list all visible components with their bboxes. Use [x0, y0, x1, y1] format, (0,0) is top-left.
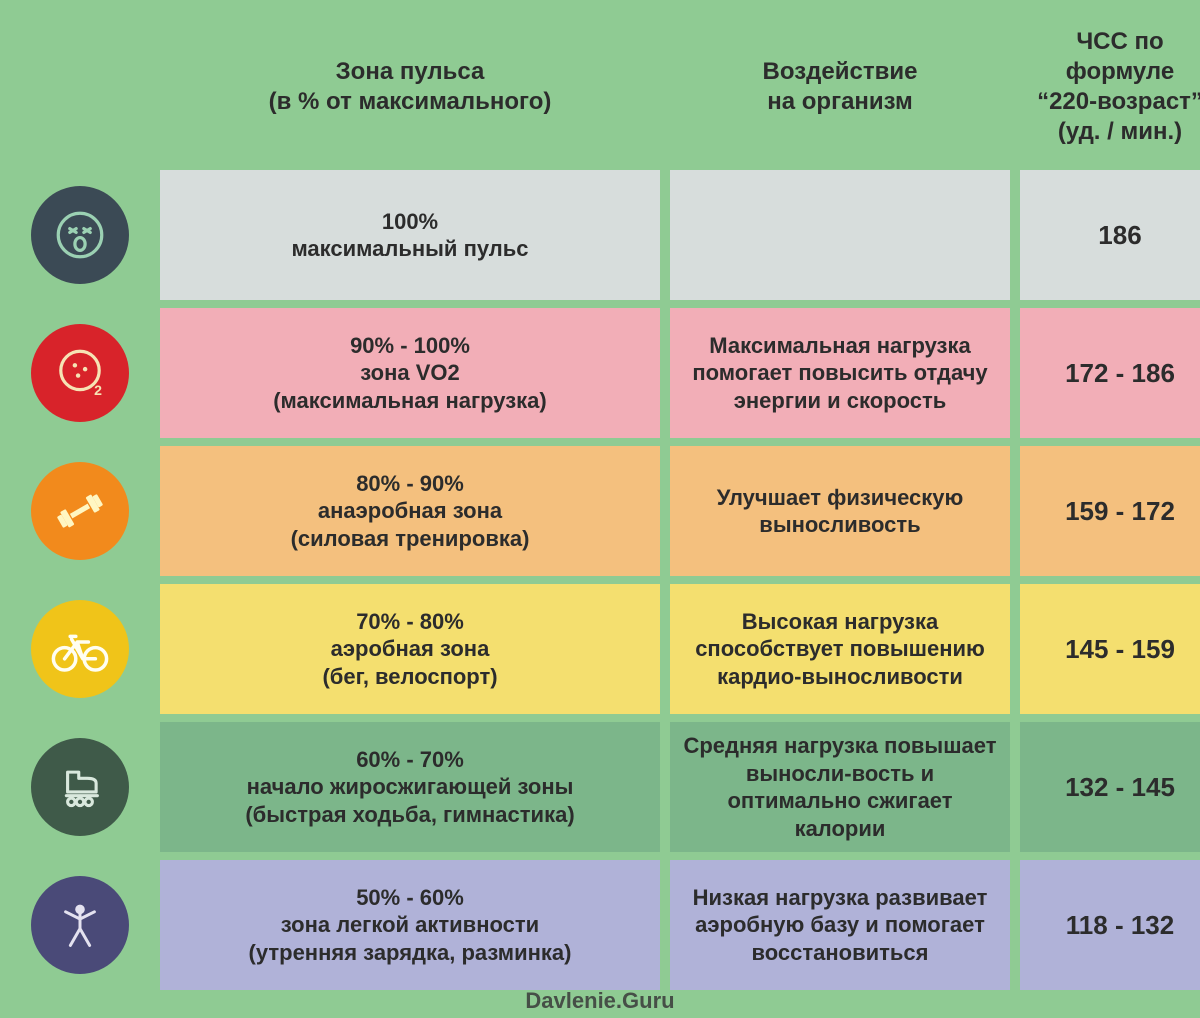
zone-name: зона легкой активности	[249, 911, 572, 939]
zone-cell: 90% - 100%зона VO2(максимальная нагрузка…	[160, 308, 660, 438]
bpm-cell: 118 - 132	[1020, 860, 1200, 990]
bpm-value: 159 - 172	[1065, 495, 1175, 528]
zone-note: (бег, велоспорт)	[322, 663, 497, 691]
bpm-cell: 145 - 159	[1020, 584, 1200, 714]
zone-percent: 70% - 80%	[322, 608, 497, 636]
effect-cell: Улучшает физическую выносливость	[670, 446, 1010, 576]
header-effect-text: Воздействие на организм	[763, 57, 918, 117]
bpm-value: 145 - 159	[1065, 633, 1175, 666]
bpm-cell: 186	[1020, 170, 1200, 300]
zone-percent: 100%	[291, 208, 528, 236]
header-bpm-text: ЧСС по формуле “220-возраст” (уд. / мин.…	[1037, 27, 1200, 147]
zone-cell: 100%максимальный пульс	[160, 170, 660, 300]
roller-skate-icon	[31, 738, 129, 836]
icon-cell: 2	[10, 308, 150, 438]
zone-percent: 80% - 90%	[291, 470, 530, 498]
icon-cell	[10, 446, 150, 576]
effect-cell: Средняя нагрузка повышает выносли-вость …	[670, 722, 1010, 852]
icon-cell	[10, 170, 150, 300]
bpm-cell: 132 - 145	[1020, 722, 1200, 852]
zone-percent: 60% - 70%	[245, 746, 574, 774]
bpm-cell: 172 - 186	[1020, 308, 1200, 438]
zone-cell: 80% - 90%анаэробная зона(силовая трениро…	[160, 446, 660, 576]
effect-text: Максимальная нагрузка помогает повысить …	[680, 332, 1000, 415]
effect-text: Высокая нагрузка способствует повышению …	[680, 608, 1000, 691]
header-zone-text: Зона пульса (в % от максимального)	[269, 57, 552, 117]
bicycle-icon	[31, 600, 129, 698]
effect-text: Низкая нагрузка развивает аэробную базу …	[680, 884, 1000, 967]
effect-cell: Максимальная нагрузка помогает повысить …	[670, 308, 1010, 438]
table-grid: Зона пульса (в % от максимального) Возде…	[0, 0, 1200, 990]
zone-name: аэробная зона	[322, 635, 497, 663]
zone-name: максимальный пульс	[291, 235, 528, 263]
icon-cell	[10, 722, 150, 852]
zone-note: (максимальная нагрузка)	[273, 387, 547, 415]
face-exhausted-icon	[31, 186, 129, 284]
effect-cell	[670, 170, 1010, 300]
effect-cell: Высокая нагрузка способствует повышению …	[670, 584, 1010, 714]
zone-name: анаэробная зона	[291, 497, 530, 525]
zone-cell: 60% - 70%начало жиросжигающей зоны(быстр…	[160, 722, 660, 852]
zone-cell: 70% - 80%аэробная зона(бег, велоспорт)	[160, 584, 660, 714]
zone-percent: 90% - 100%	[273, 332, 547, 360]
icon-cell	[10, 584, 150, 714]
bpm-value: 132 - 145	[1065, 771, 1175, 804]
header-spacer	[10, 12, 150, 162]
watermark-text: Davlenie.Guru	[525, 988, 674, 1014]
stretching-person-icon	[31, 876, 129, 974]
zone-note: (силовая тренировка)	[291, 525, 530, 553]
bpm-value: 186	[1098, 219, 1141, 252]
zone-note: (утренняя зарядка, разминка)	[249, 939, 572, 967]
zone-note: (быстрая ходьба, гимнастика)	[245, 801, 574, 829]
zone-name: зона VO2	[273, 359, 547, 387]
header-zone: Зона пульса (в % от максимального)	[160, 12, 660, 162]
effect-text: Улучшает физическую выносливость	[680, 484, 1000, 539]
svg-text:2: 2	[94, 382, 102, 398]
co2-icon: 2	[31, 324, 129, 422]
bpm-cell: 159 - 172	[1020, 446, 1200, 576]
zone-percent: 50% - 60%	[249, 884, 572, 912]
zone-name: начало жиросжигающей зоны	[245, 773, 574, 801]
dumbbell-icon	[31, 462, 129, 560]
icon-cell	[10, 860, 150, 990]
bpm-value: 118 - 132	[1066, 909, 1174, 942]
header-effect: Воздействие на организм	[670, 12, 1010, 162]
bpm-value: 172 - 186	[1065, 357, 1175, 390]
zone-cell: 50% - 60%зона легкой активности(утренняя…	[160, 860, 660, 990]
heart-rate-zones-infographic: Зона пульса (в % от максимального) Возде…	[0, 0, 1200, 1018]
header-bpm: ЧСС по формуле “220-возраст” (уд. / мин.…	[1020, 12, 1200, 162]
effect-cell: Низкая нагрузка развивает аэробную базу …	[670, 860, 1010, 990]
effect-text: Средняя нагрузка повышает выносли-вость …	[680, 732, 1000, 842]
